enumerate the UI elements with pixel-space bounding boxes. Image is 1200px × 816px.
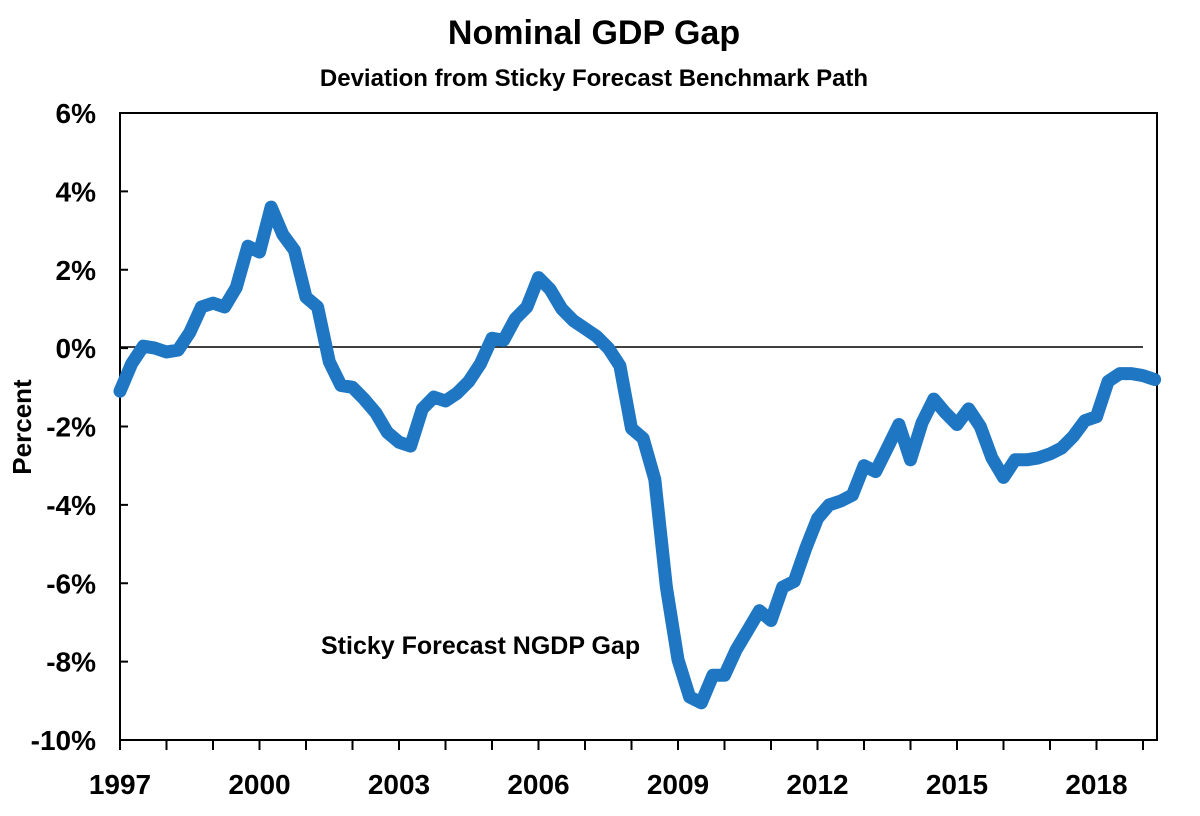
y-tick-label: -8% <box>46 647 96 678</box>
x-tick-label: 2006 <box>507 769 569 800</box>
chart-title: Nominal GDP Gap <box>448 14 740 52</box>
y-tick-label: 2% <box>56 255 97 286</box>
y-tick-label: 0% <box>56 333 97 364</box>
y-tick-label: -6% <box>46 568 96 599</box>
series-annotation: Sticky Forecast NGDP Gap <box>321 632 640 660</box>
x-tick-label: 2000 <box>228 769 290 800</box>
chart-subtitle: Deviation from Sticky Forecast Benchmark… <box>320 65 868 92</box>
y-axis: 6% 4% 2% 0% -2% -4% -6% -8% -10% <box>31 98 128 756</box>
x-tick-label: 2003 <box>368 769 430 800</box>
y-tick-label: -10% <box>31 725 96 756</box>
y-tick-label: 6% <box>56 98 97 129</box>
x-tick-label: 2012 <box>786 769 848 800</box>
x-tick-label: 2018 <box>1065 769 1127 800</box>
x-axis: 1997 2000 2003 2006 2009 2012 2015 2018 <box>89 740 1144 800</box>
y-tick-label: -2% <box>46 412 96 443</box>
x-tick-label: 2009 <box>647 769 709 800</box>
x-tick-label: 2015 <box>926 769 988 800</box>
series-line <box>113 200 1162 710</box>
y-axis-label: Percent <box>7 379 37 475</box>
y-tick-label: 4% <box>56 176 97 207</box>
y-tick-label: -4% <box>46 490 96 521</box>
x-tick-label: 1997 <box>89 769 151 800</box>
